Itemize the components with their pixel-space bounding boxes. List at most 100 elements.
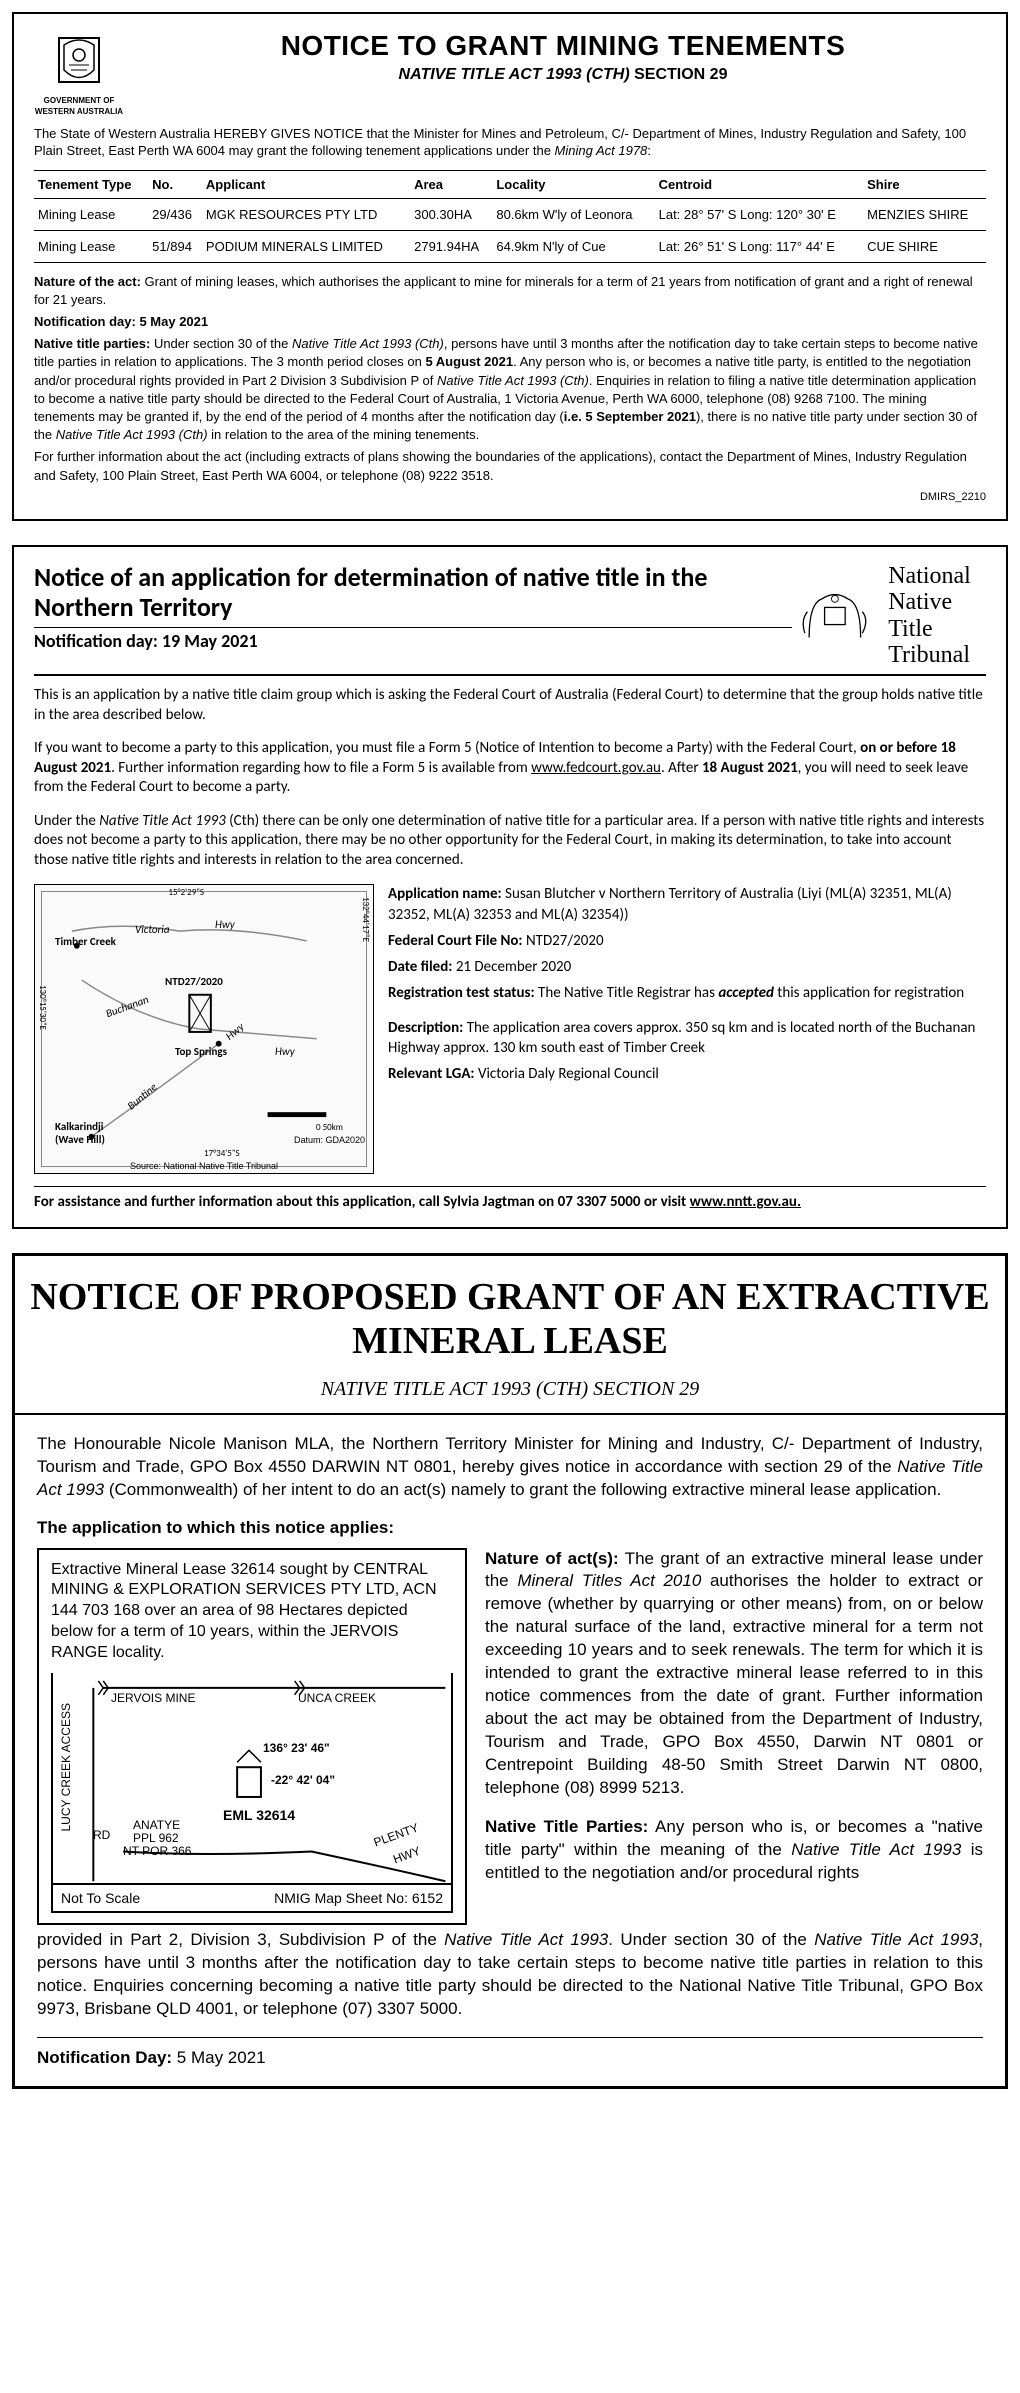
notice3-map: JERVOIS MINE UNCA CREEK LUCY CREEK ACCES… — [51, 1673, 453, 1913]
m3-sheet: NMIG Map Sheet No: 6152 — [274, 1889, 443, 1907]
parties-label: Native title parties: — [34, 336, 150, 351]
det-desc: Description: The application area covers… — [388, 1018, 986, 1059]
det-lga: Relevant LGA: Victoria Daly Regional Cou… — [388, 1064, 986, 1084]
nntt-l3: Tribunal — [888, 642, 986, 668]
notice-mining-tenements: GOVERNMENT OF WESTERN AUSTRALIA NOTICE T… — [12, 12, 1008, 521]
table-cell: 2791.94HA — [410, 230, 492, 262]
notice3-sechead: The application to which this notice app… — [37, 1518, 983, 1538]
n3-full-act2: Native Title Act 1993 — [814, 1930, 978, 1949]
notice1-ref: DMIRS_2210 — [34, 491, 986, 503]
table-cell: Mining Lease — [34, 230, 148, 262]
notice3-map-bottom: Not To Scale NMIG Map Sheet No: 6152 — [53, 1883, 451, 1911]
map-wave-hill: (Wave Hill) — [55, 1133, 105, 1146]
notice1-nature: Nature of the act: Grant of mining lease… — [34, 273, 986, 309]
notice1-subtitle-italic: NATIVE TITLE ACT 1993 (CTH) — [399, 66, 630, 83]
table-row: Mining Lease51/894PODIUM MINERALS LIMITE… — [34, 230, 986, 262]
appname-lbl: Application name: — [388, 885, 502, 903]
notice1-parties: Native title parties: Under section 30 o… — [34, 335, 986, 444]
m3-lat: -22° 42' 04" — [271, 1773, 335, 1789]
nature-text: Grant of mining leases, which authorises… — [34, 274, 973, 307]
p3act: Native Title Act 1993 — [99, 812, 226, 830]
nntt-text: National Native Title Tribunal — [888, 563, 986, 669]
reg-t1: The Native Title Registrar has — [535, 984, 719, 1002]
wa-crest-icon — [49, 30, 109, 90]
parties-act3: Native Title Act 1993 (Cth) — [56, 427, 208, 442]
table-header: Area — [410, 170, 492, 198]
table-row: Mining Lease29/436MGK RESOURCES PTY LTD3… — [34, 198, 986, 230]
notice1-title: NOTICE TO GRANT MINING TENEMENTS — [140, 30, 986, 62]
m3-lucy: LUCY CREEK ACCESS — [59, 1703, 75, 1832]
notice1-intro: The State of Western Australia HEREBY GI… — [34, 125, 986, 160]
p2d: . After — [661, 759, 702, 777]
map-source: Source: National Native Title Tribunal — [130, 1161, 278, 1171]
n3-nature2: authorises the holder to extract or remo… — [485, 1571, 983, 1796]
notice3-lower: Extractive Mineral Lease 32614 sought by… — [37, 1548, 983, 1926]
n3-full-act1: Native Title Act 1993 — [444, 1930, 608, 1949]
notice-extractive-mineral-lease: NOTICE OF PROPOSED GRANT OF AN EXTRACTIV… — [12, 1253, 1008, 2089]
map-top-springs: Top Springs — [175, 1045, 227, 1058]
lga-val: Victoria Daly Regional Council — [475, 1065, 659, 1083]
notif-label: Notification day: 5 May 2021 — [34, 314, 208, 329]
notice1-title-wrap: NOTICE TO GRANT MINING TENEMENTS NATIVE … — [140, 30, 986, 84]
notice1-subtitle-plain: SECTION 29 — [630, 66, 728, 83]
notice2-subtitle: Notification day: 19 May 2021 — [34, 627, 792, 652]
map-coord1: 15°2'29"S — [168, 887, 204, 898]
det-appname: Application name: Susan Blutcher v North… — [388, 884, 986, 925]
m3-unca: UNCA CREEK — [298, 1691, 376, 1707]
table-cell: MENZIES SHIRE — [863, 198, 986, 230]
notice3-box-text: Extractive Mineral Lease 32614 sought by… — [51, 1560, 453, 1664]
reg-lbl: Registration test status: — [388, 984, 535, 1002]
notice3-subtitle: NATIVE TITLE ACT 1993 (CTH) SECTION 29 — [25, 1378, 995, 1401]
parties-t1: Under section 30 of the — [150, 336, 292, 351]
map-hwy2: Hwy — [275, 1045, 295, 1058]
m3-jervois: JERVOIS MINE — [111, 1691, 195, 1707]
notice2-titleblock: Notice of an application for determinati… — [34, 563, 792, 652]
m3-rd: RD — [93, 1828, 110, 1844]
table-cell: CUE SHIRE — [863, 230, 986, 262]
notice3-title-text: NOTICE OF PROPOSED GRANT OF AN EXTRACTIV… — [30, 1276, 989, 1362]
m3-notscale: Not To Scale — [61, 1889, 140, 1907]
notice2-title: Notice of an application for determinati… — [34, 563, 792, 623]
reg-status: accepted — [718, 984, 774, 1002]
nature-label: Nature of the act: — [34, 274, 141, 289]
notice1-intro-text: The State of Western Australia HEREBY GI… — [34, 126, 966, 159]
map-timber-creek: Timber Creek — [55, 935, 116, 948]
n3-full2: . Under section 30 of the — [608, 1930, 814, 1949]
map-datum: Datum: GDA2020 — [294, 1135, 365, 1145]
parties-t6: in relation to the area of the mining te… — [208, 427, 480, 442]
nntt-l2: Native Title — [888, 589, 986, 642]
desc-lbl: Description: — [388, 1019, 463, 1037]
p2a: If you want to become a party to this ap… — [34, 739, 860, 757]
map-coord5: 17°34'5"S — [204, 1148, 240, 1159]
notice3-p1: The Honourable Nicole Manison MLA, the N… — [37, 1433, 983, 1502]
notice-native-title-nt: Notice of an application for determinati… — [12, 545, 1008, 1230]
wa-logo-text2: WESTERN AUSTRALIA — [34, 108, 124, 117]
table-cell: 51/894 — [148, 230, 202, 262]
map-victoria: Victoria — [135, 923, 170, 936]
notice1-subtitle: NATIVE TITLE ACT 1993 (CTH) SECTION 29 — [140, 66, 986, 84]
table-cell: PODIUM MINERALS LIMITED — [202, 230, 410, 262]
notice2-map: 15°2'29"S 132°44'17"E 130°15'30"E 17°34'… — [34, 884, 374, 1174]
wa-government-logo: GOVERNMENT OF WESTERN AUSTRALIA — [34, 30, 124, 117]
table-cell: 64.9km N'ly of Cue — [492, 230, 654, 262]
table-cell: 29/436 — [148, 198, 202, 230]
table-cell: 80.6km W'ly of Leonora — [492, 198, 654, 230]
notice3-leftcol: Extractive Mineral Lease 32614 sought by… — [37, 1548, 467, 1926]
p2c: . Further information regarding how to f… — [111, 759, 531, 777]
notice2-p3: Under the Native Title Act 1993 (Cth) th… — [34, 812, 986, 871]
n3-nature-lbl: Nature of act(s): — [485, 1549, 619, 1568]
table-cell: Lat: 28° 57' S Long: 120° 30' E — [655, 198, 864, 230]
m3-eml: EML 32614 — [223, 1806, 295, 1824]
map-coord4: 130°15'30"E — [37, 985, 48, 1030]
notice2-header: Notice of an application for determinati… — [34, 563, 986, 677]
file-val: NTD27/2020 — [523, 932, 604, 950]
n3-full1: provided in Part 2, Division 3, Subdivis… — [37, 1930, 444, 1949]
p2link: www.fedcourt.gov.au — [531, 759, 661, 777]
tenement-table: Tenement TypeNo.ApplicantAreaLocalityCen… — [34, 170, 986, 263]
parties-act1: Native Title Act 1993 (Cth) — [292, 336, 444, 351]
file-lbl: Federal Court File No: — [388, 932, 523, 950]
p2e: 18 August 2021 — [702, 759, 798, 777]
parties-date2: i.e. 5 September 2021 — [564, 409, 696, 424]
m3-ntpor: NT POR 366 — [123, 1844, 191, 1860]
parties-act2: Native Title Act 1993 (Cth) — [437, 373, 589, 388]
